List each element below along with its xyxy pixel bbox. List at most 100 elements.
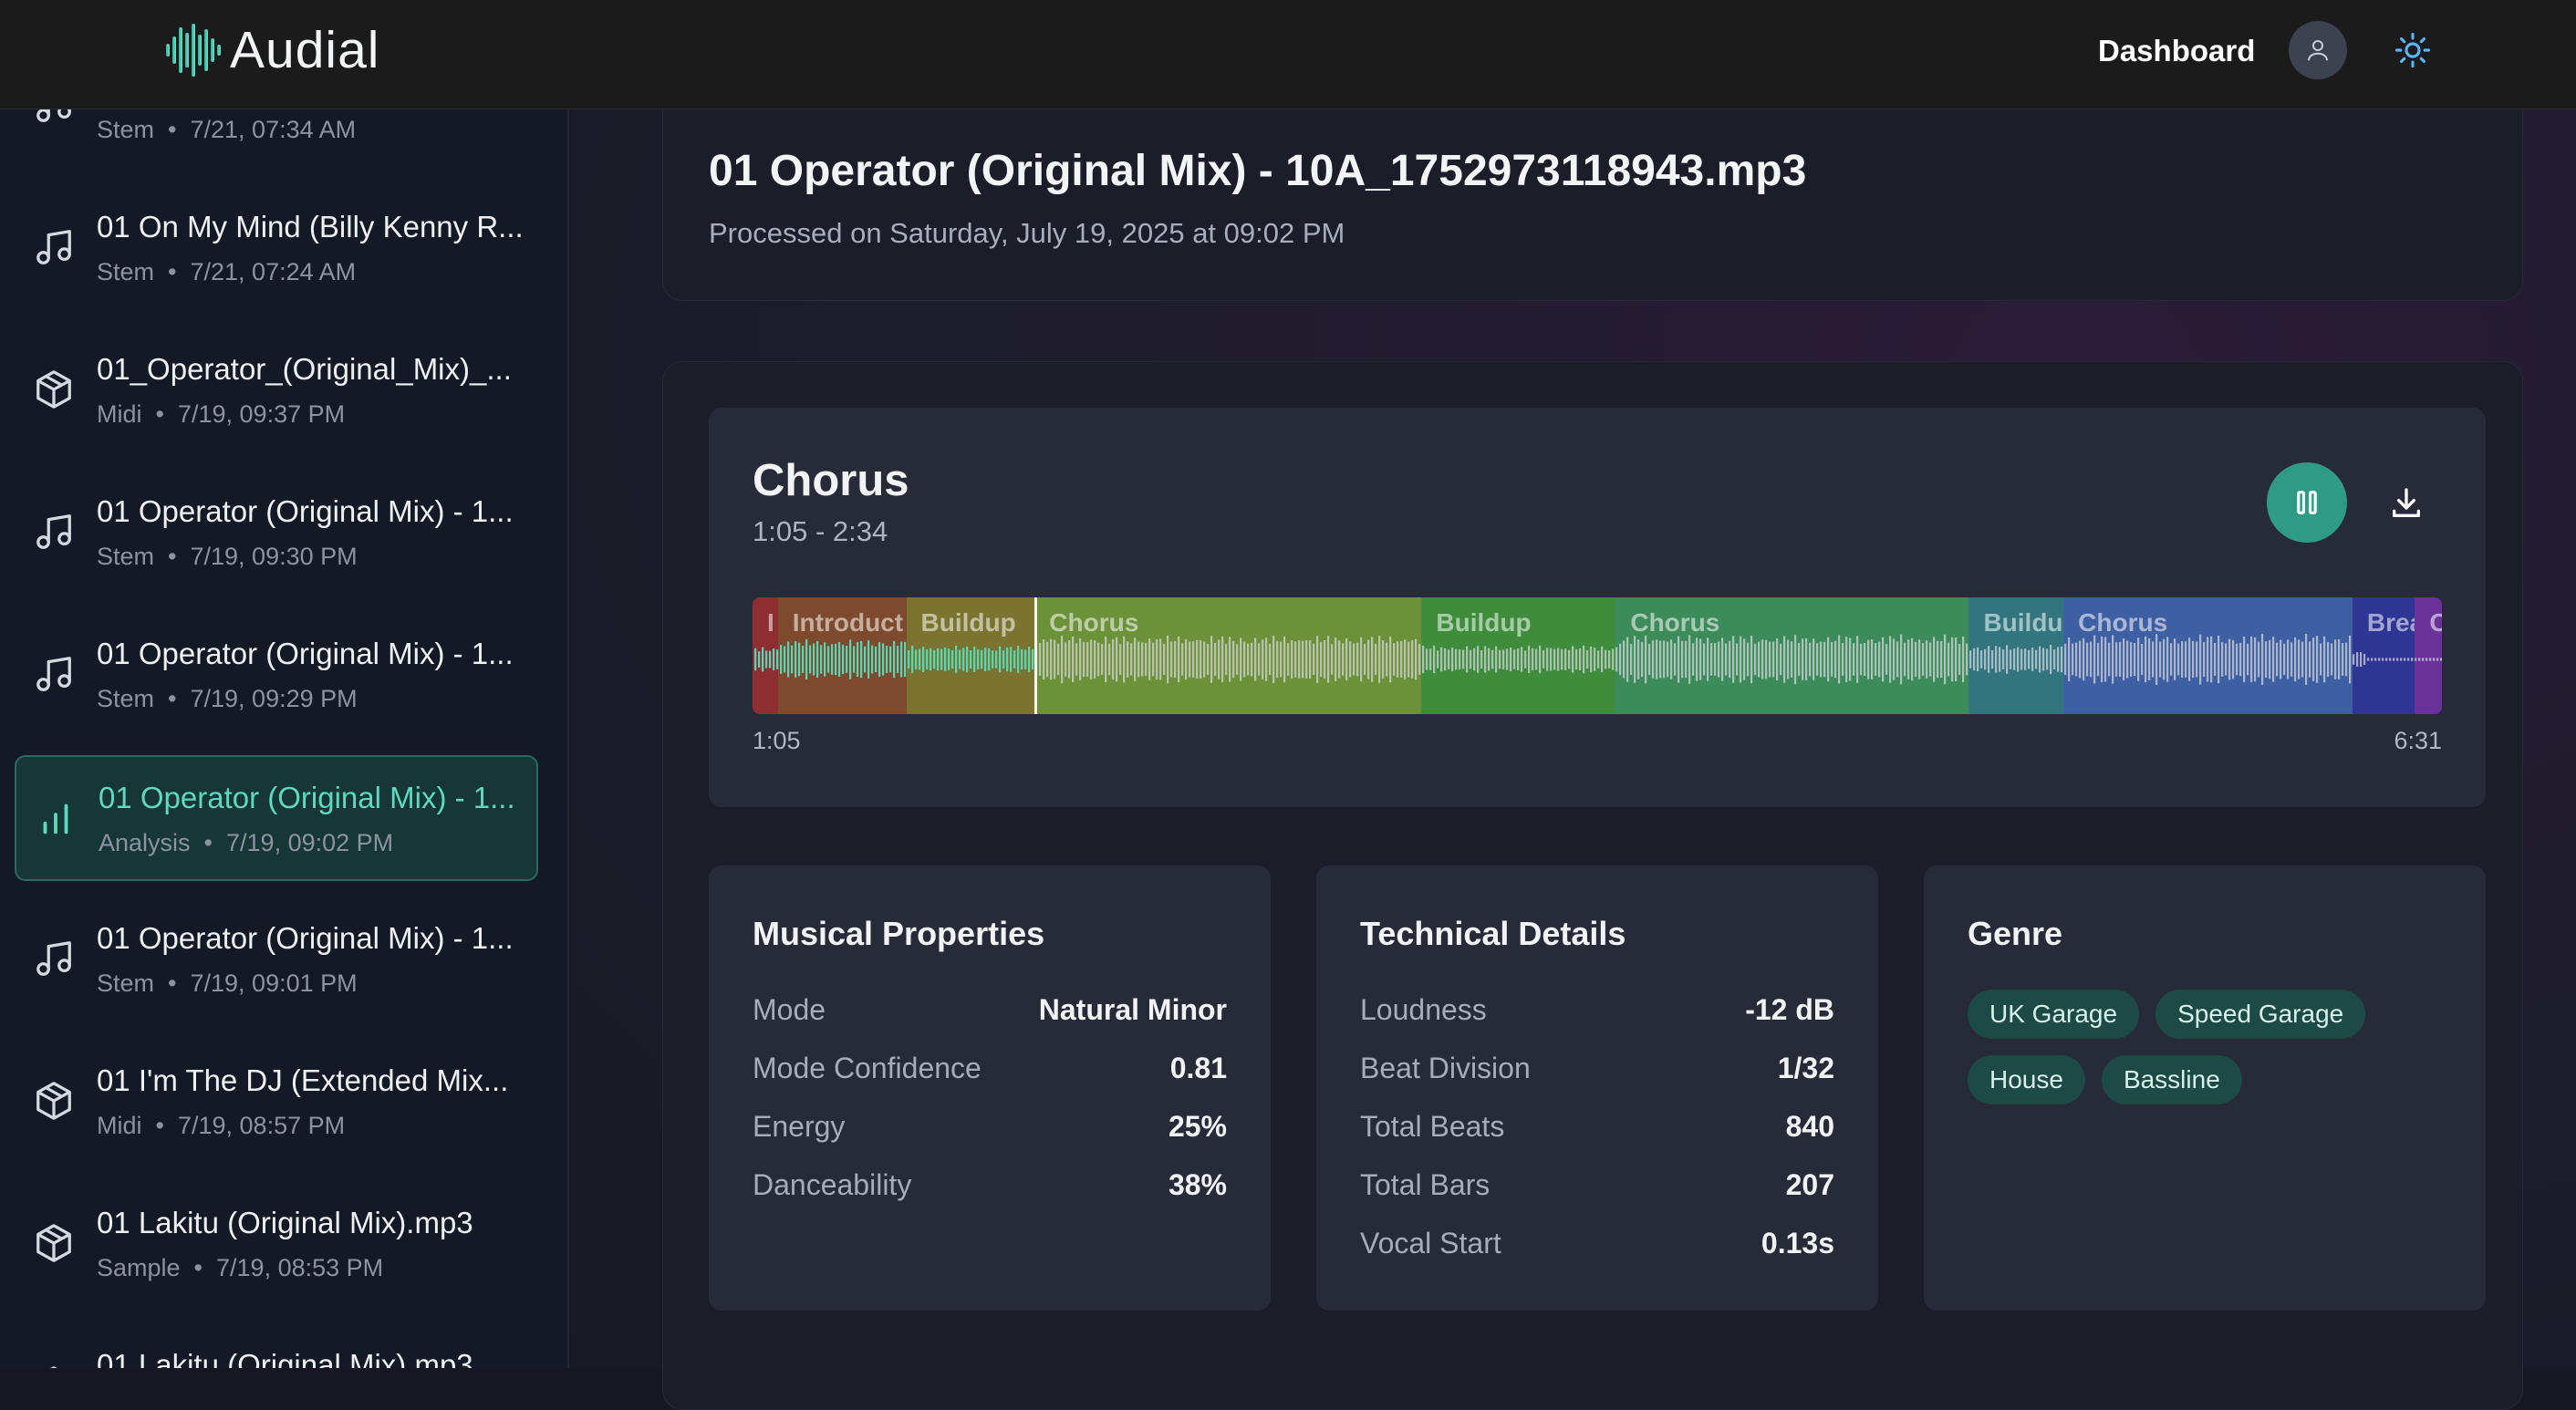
property-row: Mode Natural Minor [753, 993, 1227, 1033]
playhead[interactable] [1034, 597, 1038, 714]
cube-icon [33, 368, 75, 410]
history-item-type: Sample [97, 1254, 181, 1281]
history-item[interactable]: 01 Operator (Original Mix) - 1... Stem • … [15, 897, 538, 1023]
waveform-timeline[interactable]: I Introduct Buildup Chorus Buildup Chorus Buil… [753, 597, 2442, 714]
meta-separator: • [141, 400, 178, 428]
history-item-meta: Sample • 7/19, 08:53 PM [97, 1254, 383, 1282]
waveform-section-label: Brea [2366, 608, 2415, 637]
music-note-icon [33, 653, 75, 695]
musical-properties-card: Musical Properties Mode Natural Minor Mode… [709, 866, 1271, 1311]
history-item[interactable]: Stem • 7/21, 07:34 AM [15, 109, 538, 170]
property-value: -12 dB [1745, 993, 1834, 1026]
history-item-meta: Stem • 7/19, 09:29 PM [97, 685, 358, 713]
history-item-date: 7/19, 09:30 PM [190, 543, 358, 570]
waveform-section-label: Chorus [1630, 608, 1720, 637]
genre-tag-list: UK Garage Speed Garage House Bassline [1968, 990, 2442, 1104]
musical-properties-title: Musical Properties [753, 915, 1045, 952]
history-item-title: 01 I'm The DJ (Extended Mix... [97, 1063, 509, 1097]
waveform-section-label: Buildup [920, 608, 1016, 637]
history-item[interactable]: 01 I'm The DJ (Extended Mix... Midi • 7/1… [15, 1040, 538, 1166]
history-item[interactable]: 01_Operator_(Original_Mix)_... Midi • 7/1… [15, 328, 538, 454]
property-row: Loudness -12 dB [1360, 993, 1834, 1033]
analysis-panel: Chorus 1:05 - 2:34 I Introduct Buildup Chor… [662, 361, 2523, 1410]
history-item-title: 01 Operator (Original Mix) - 1... [97, 494, 514, 528]
history-item[interactable]: 01 Operator (Original Mix) - 1... Analysi… [15, 755, 538, 881]
cube-icon [33, 1364, 75, 1368]
property-label: Total Bars [1360, 1168, 1491, 1201]
history-item-meta: Midi • 7/19, 09:37 PM [97, 400, 345, 429]
property-row: Energy 25% [753, 1110, 1227, 1150]
genre-tag[interactable]: Speed Garage [2155, 990, 2366, 1039]
download-button[interactable] [2384, 481, 2429, 526]
pause-icon [2297, 491, 2317, 514]
history-item-type: Stem [97, 258, 155, 285]
history-item-type: Midi [97, 1112, 142, 1139]
property-value: 0.81 [1169, 1052, 1227, 1084]
meta-separator: • [154, 116, 191, 143]
history-item-meta: Stem • 7/19, 09:01 PM [97, 969, 358, 998]
history-item-type: Midi [97, 400, 142, 428]
property-row: Vocal Start 0.13s [1360, 1227, 1834, 1267]
history-item-title: 01 Operator (Original Mix) - 1... [97, 637, 514, 670]
property-value: 25% [1168, 1110, 1227, 1143]
history-item-type: Stem [97, 685, 155, 712]
processed-date: Processed on Saturday, July 19, 2025 at … [709, 217, 1345, 249]
history-item-title: 01 Lakitu (Original Mix).mp3 [97, 1206, 473, 1239]
history-item-date: 7/19, 09:29 PM [190, 685, 358, 712]
property-label: Beat Division [1360, 1052, 1531, 1084]
property-row: Mode Confidence 0.81 [753, 1052, 1227, 1092]
history-sidebar: Stem • 7/21, 07:34 AM 01 On My Mind (Bill… [0, 109, 569, 1368]
history-item-type: Stem [97, 116, 155, 143]
user-avatar-button[interactable] [2289, 21, 2347, 79]
cube-icon [33, 1080, 75, 1122]
waveform-section[interactable]: Brea [2352, 597, 2415, 714]
sun-icon [2394, 32, 2431, 68]
property-row: Beat Division 1/32 [1360, 1052, 1834, 1092]
history-item-meta: Stem • 7/21, 07:24 AM [97, 258, 356, 286]
music-note-icon [33, 511, 75, 553]
property-label: Loudness [1360, 993, 1487, 1026]
cube-icon [33, 1222, 75, 1264]
history-item-date: 7/19, 09:01 PM [190, 969, 358, 997]
waveform-section-label: C [2429, 608, 2442, 637]
property-value: 1/32 [1777, 1052, 1834, 1084]
time-start: 1:05 [753, 727, 801, 754]
history-item-meta: Analysis • 7/19, 09:02 PM [99, 829, 393, 857]
property-label: Mode [753, 993, 826, 1026]
history-item[interactable]: 01 On My Mind (Billy Kenny R... Stem • 7/… [15, 186, 538, 312]
bar-chart-icon [35, 797, 77, 839]
history-item-date: 7/19, 09:37 PM [177, 400, 346, 428]
download-icon [2393, 488, 2420, 517]
history-item-type: Stem [97, 543, 155, 570]
meta-separator: • [154, 685, 191, 712]
genre-tag[interactable]: UK Garage [1968, 990, 2140, 1039]
history-item-title: 01_Operator_(Original_Mix)_... [97, 352, 512, 386]
history-item-date: 7/19, 09:02 PM [226, 829, 394, 856]
property-label: Danceability [753, 1168, 912, 1201]
history-item[interactable]: 01 Lakitu (Original Mix).mp3 Sample • 7/1… [15, 1182, 538, 1308]
nav-dashboard-link[interactable]: Dashboard [2098, 34, 2256, 67]
history-item-meta: Stem • 7/19, 09:30 PM [97, 543, 358, 571]
waveform-section[interactable]: C [2415, 597, 2442, 714]
waveform-section-label: Buildup [1436, 608, 1532, 637]
property-value: 0.13s [1761, 1227, 1834, 1260]
property-label: Vocal Start [1360, 1227, 1501, 1260]
property-value: 207 [1785, 1168, 1834, 1201]
time-end: 6:31 [2394, 727, 2442, 754]
segment-time-range: 1:05 - 2:34 [753, 515, 888, 547]
history-item[interactable]: 01 Operator (Original Mix) - 1... Stem • … [15, 613, 538, 739]
theme-toggle-button[interactable] [2390, 27, 2436, 73]
waveform-section-label: Buildu [1983, 608, 2063, 637]
history-item[interactable]: 01 Operator (Original Mix) - 1... Stem • … [15, 471, 538, 596]
genre-tag[interactable]: Bassline [2101, 1055, 2242, 1104]
file-header-card: 01 Operator (Original Mix) - 10A_1752973… [662, 109, 2523, 301]
meta-separator: • [154, 543, 191, 570]
pause-button[interactable] [2267, 462, 2347, 543]
property-row: Danceability 38% [753, 1168, 1227, 1208]
music-note-icon [33, 226, 75, 268]
history-item[interactable]: 01 Lakitu (Original Mix).mp3 [15, 1324, 538, 1368]
user-icon [2308, 40, 2328, 61]
brand-logo[interactable]: Audial [164, 20, 379, 80]
genre-title: Genre [1968, 915, 2063, 952]
genre-tag[interactable]: House [1968, 1055, 2085, 1104]
